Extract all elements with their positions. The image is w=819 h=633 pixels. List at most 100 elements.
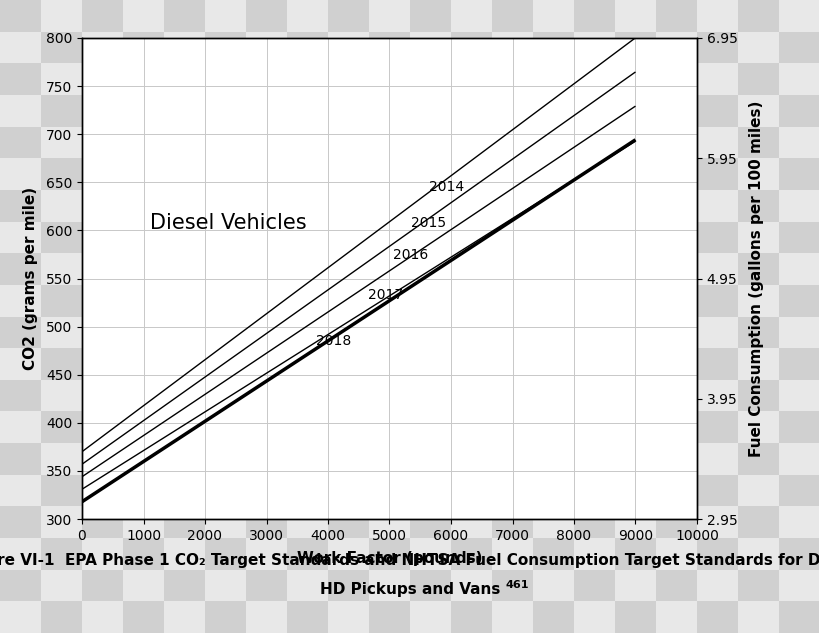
Bar [328,190,369,222]
Bar [205,95,246,127]
Bar [614,0,655,32]
Bar [450,158,491,190]
Bar [328,285,369,316]
Bar [573,0,614,32]
Bar [41,222,82,253]
Bar [287,0,328,32]
Bar [491,127,532,158]
Bar [532,380,573,411]
Bar [164,380,205,411]
Bar [82,380,123,411]
Bar [655,316,696,348]
Bar [778,601,819,633]
Bar [655,475,696,506]
Bar [737,158,778,190]
Bar [778,158,819,190]
Bar [246,506,287,538]
Bar [614,190,655,222]
Bar [41,348,82,380]
Bar [573,63,614,95]
Bar [573,253,614,285]
Bar [491,570,532,601]
Bar [287,475,328,506]
Bar [246,127,287,158]
Bar [82,601,123,633]
Bar [491,158,532,190]
Bar [573,32,614,63]
Bar [328,601,369,633]
Bar [737,475,778,506]
Bar [696,63,737,95]
Bar [614,222,655,253]
Bar [369,95,410,127]
Bar [410,127,450,158]
Bar [410,222,450,253]
Bar [778,538,819,570]
Bar [573,538,614,570]
Bar [491,348,532,380]
Bar [82,253,123,285]
Bar [491,380,532,411]
Bar [328,506,369,538]
Bar [573,285,614,316]
Bar [164,443,205,475]
Bar [778,411,819,443]
Bar [410,506,450,538]
Bar [410,63,450,95]
Bar [82,443,123,475]
Bar [737,32,778,63]
Bar [532,506,573,538]
Bar [82,285,123,316]
Bar [328,316,369,348]
Bar [41,127,82,158]
Bar [614,285,655,316]
Bar [123,95,164,127]
Bar [532,0,573,32]
Bar [369,32,410,63]
Bar [369,475,410,506]
Bar [450,95,491,127]
Text: 461: 461 [505,580,529,590]
Bar [778,127,819,158]
Bar [0,63,41,95]
Bar [614,316,655,348]
Bar [737,127,778,158]
Bar [573,506,614,538]
Bar [41,190,82,222]
Text: 2014: 2014 [429,180,464,194]
Bar [123,570,164,601]
Bar [614,475,655,506]
Bar [246,253,287,285]
Bar [41,601,82,633]
Bar [287,63,328,95]
Bar [614,601,655,633]
Bar [696,316,737,348]
Bar [450,253,491,285]
Bar [491,63,532,95]
Bar [246,63,287,95]
Bar [491,0,532,32]
Bar [491,475,532,506]
Bar [164,506,205,538]
Bar [328,443,369,475]
Bar [369,443,410,475]
Bar [450,0,491,32]
Bar [696,32,737,63]
Bar [532,32,573,63]
Bar [410,538,450,570]
Bar [0,538,41,570]
Bar [82,475,123,506]
Bar [287,158,328,190]
Bar [737,411,778,443]
Bar [164,570,205,601]
Bar [450,63,491,95]
Bar [328,411,369,443]
Bar [41,316,82,348]
Bar [369,222,410,253]
Text: Diesel Vehicles: Diesel Vehicles [149,213,306,233]
Bar [532,253,573,285]
Bar [450,380,491,411]
Bar [205,443,246,475]
Bar [410,32,450,63]
Bar [287,316,328,348]
